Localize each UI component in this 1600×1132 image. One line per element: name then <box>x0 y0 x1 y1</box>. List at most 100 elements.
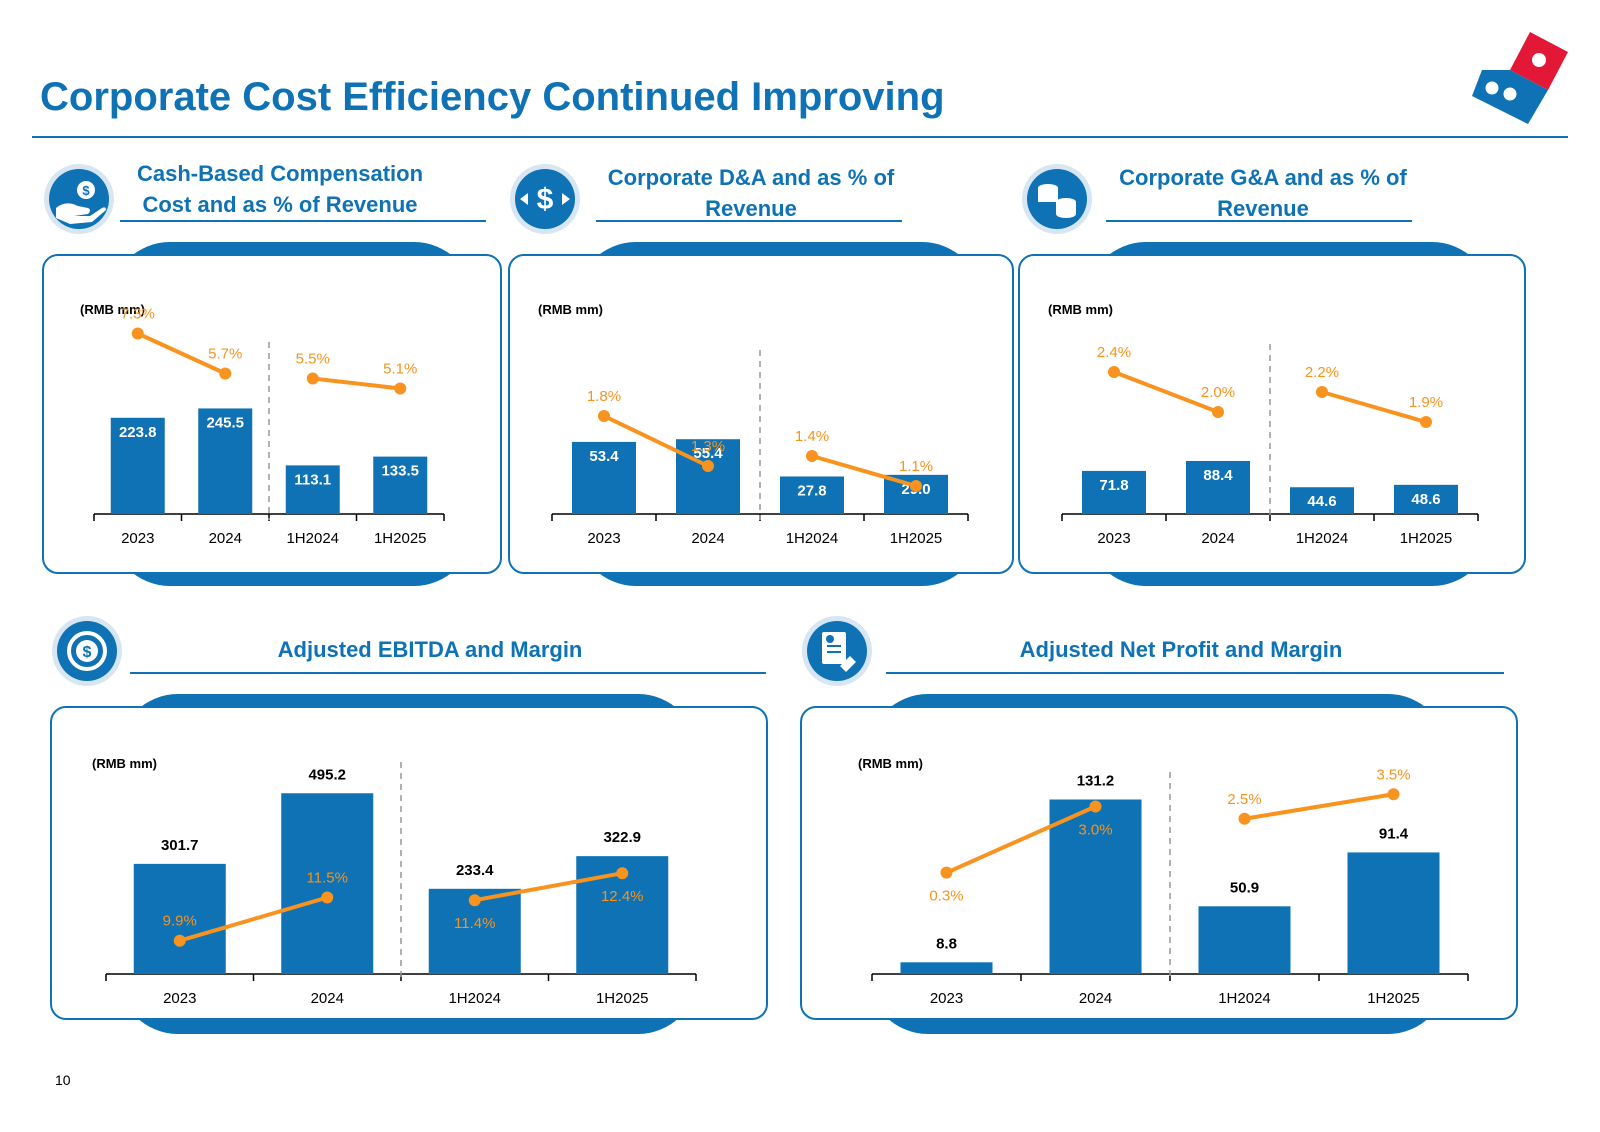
category-label: 1H2025 <box>596 990 649 1007</box>
margin-value-label: 2.0% <box>1201 384 1235 401</box>
title-divider <box>32 136 1568 138</box>
margin-line <box>179 895 328 943</box>
margin-point <box>1316 386 1328 398</box>
bar-value-label: 71.8 <box>1099 477 1128 494</box>
margin-point <box>910 480 922 492</box>
margin-line <box>136 331 227 376</box>
bar-1H2024 <box>1198 906 1291 974</box>
margin-point <box>468 894 481 907</box>
margin-value-label: 5.7% <box>208 346 242 363</box>
bar-value-label: 301.7 <box>161 837 199 854</box>
category-label: 1H2024 <box>1296 530 1349 547</box>
unit-label: (RMB mm) <box>1048 302 1113 317</box>
margin-point <box>173 934 186 947</box>
margin-value-label: 1.3% <box>691 438 725 455</box>
bar-1H2025 <box>373 456 428 514</box>
category-label: 2023 <box>1097 530 1130 547</box>
section-title-da: Corporate D&A and as % of Revenue <box>607 165 895 221</box>
bar-1H2025 <box>1347 852 1440 974</box>
category-label: 2023 <box>930 990 963 1007</box>
bar-2024 <box>1049 799 1142 974</box>
category-label: 1H2025 <box>374 530 427 547</box>
margin-line <box>474 871 623 903</box>
margin-point <box>616 867 629 880</box>
margin-value-label: 3.0% <box>1078 822 1112 839</box>
margin-line <box>603 414 709 468</box>
category-label: 1H2025 <box>1367 990 1420 1007</box>
margin-value-label: 0.3% <box>929 888 963 905</box>
margin-line <box>1113 370 1219 414</box>
section-rule-da <box>596 220 902 222</box>
bar-value-label: 91.4 <box>1379 825 1409 842</box>
bar-1H2025 <box>1394 484 1458 514</box>
category-label: 2024 <box>311 990 344 1007</box>
margin-point <box>1387 788 1400 801</box>
bar-1H2024 <box>285 465 340 514</box>
chart-ebitda: (RMB mm) 301.7 495.2 233.4 322.9 2023 2024 1H20… <box>92 756 697 1007</box>
hand-coin-icon: $ <box>44 164 114 234</box>
category-label: 1H2024 <box>448 990 501 1007</box>
bar-2023 <box>110 417 165 514</box>
bar-value-label: 50.9 <box>1230 879 1259 896</box>
category-label: 1H2024 <box>786 530 839 547</box>
section-title-ebitda: Adjusted EBITDA and Margin <box>277 637 583 662</box>
bar-1H2024 <box>780 476 844 514</box>
margin-line <box>1244 792 1394 821</box>
dollar-exchange-icon: $ <box>510 164 580 234</box>
svg-text:$: $ <box>83 644 92 661</box>
margin-point <box>1238 812 1251 825</box>
margin-point <box>1420 416 1432 428</box>
bar-value-label: 223.8 <box>119 424 157 441</box>
bar-1H2024 <box>1290 487 1354 514</box>
page-title: Corporate Cost Efficiency Continued Impr… <box>40 75 945 119</box>
margin-value-label: 9.9% <box>163 913 197 930</box>
svg-text:$: $ <box>82 183 90 198</box>
chart-compensation: (RMB mm) 223.8 245.5 113.1 133.5 2023 2024 1H20… <box>80 302 445 547</box>
bar-value-label: 322.9 <box>603 829 641 846</box>
margin-point <box>1108 366 1120 378</box>
bar-2024 <box>1186 460 1250 514</box>
margin-line <box>811 454 917 488</box>
section-rule-ga <box>1106 220 1412 222</box>
bar-value-label: 133.5 <box>381 463 419 480</box>
margin-point <box>940 866 953 879</box>
bar-value-label: 245.5 <box>206 414 244 431</box>
section-title-net-profit: Adjusted Net Profit and Margin <box>1019 637 1343 662</box>
margin-value-label: 2.5% <box>1227 791 1261 808</box>
page-number: 10 <box>55 1072 71 1088</box>
margin-line <box>945 804 1097 875</box>
category-label: 2023 <box>121 530 154 547</box>
margin-value-label: 12.4% <box>601 888 644 905</box>
category-label: 2023 <box>587 530 620 547</box>
bar-value-label: 48.6 <box>1411 491 1440 508</box>
margin-value-label: 1.9% <box>1409 394 1443 411</box>
dollar-cycle-icon: $ <box>52 616 122 686</box>
unit-label: (RMB mm) <box>538 302 603 317</box>
margin-value-label: 1.1% <box>899 458 933 475</box>
category-label: 1H2025 <box>1400 530 1453 547</box>
chart-panel-compensation: (RMB mm) 223.8 245.5 113.1 133.5 2023 2024 1H20… <box>42 254 502 574</box>
section-rule-compensation <box>120 220 486 222</box>
category-label: 1H2024 <box>1218 990 1271 1007</box>
margin-value-label: 3.5% <box>1376 766 1410 783</box>
svg-text:$: $ <box>537 183 554 216</box>
chart-net-profit: (RMB mm) 8.8 131.2 50.9 91.4 2023 2024 1H2024 1H… <box>858 756 1469 1007</box>
coin-stack-icon <box>1022 164 1092 234</box>
category-label: 1H2025 <box>890 530 943 547</box>
bar-value-label: 495.2 <box>308 766 346 783</box>
chart-panel-ebitda: (RMB mm) 301.7 495.2 233.4 322.9 2023 2024 1H20… <box>50 706 768 1020</box>
chart-ga: (RMB mm) 71.8 88.4 44.6 48.6 2023 2024 1H2024 1H… <box>1048 302 1479 547</box>
bar-2023 <box>133 863 226 974</box>
bar-2023 <box>1082 470 1146 514</box>
bar-2024 <box>281 793 374 974</box>
margin-line <box>1321 390 1427 424</box>
unit-label: (RMB mm) <box>92 756 157 771</box>
bar-value-label: 233.4 <box>456 862 494 879</box>
category-label: 1H2024 <box>286 530 339 547</box>
bar-2024 <box>676 439 740 514</box>
section-title-compensation: Cash-Based Compensation Cost and as % of… <box>136 161 424 217</box>
chart-panel-ga: (RMB mm) 71.8 88.4 44.6 48.6 2023 2024 1H2024 1H… <box>1018 254 1526 574</box>
bar-value-label: 8.8 <box>936 935 957 952</box>
bar-value-label: 44.6 <box>1307 493 1336 510</box>
section-rule-net-profit <box>886 672 1504 674</box>
